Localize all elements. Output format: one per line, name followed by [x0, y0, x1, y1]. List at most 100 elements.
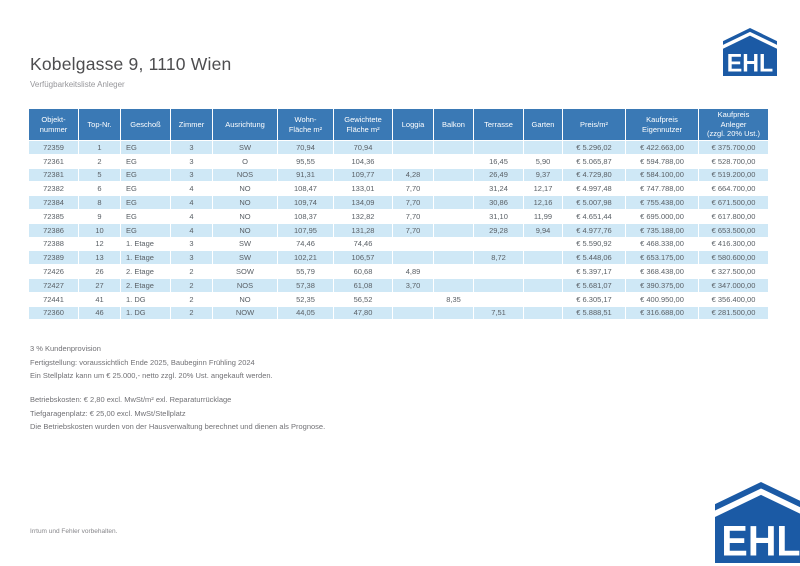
col-header-gewichtete-flaeche: Gewichtete Fläche m²: [333, 108, 393, 141]
table-cell: 131,28: [333, 222, 393, 238]
table-cell: 4,89: [392, 264, 434, 279]
table-body: 72359 1 EG 3 SW 70,94 70,94 € 5.296,02 € 422.663…: [28, 140, 769, 321]
table-cell: 108,47: [277, 181, 334, 197]
table-cell: EG: [120, 167, 171, 183]
table-cell: EG: [120, 222, 171, 238]
table-cell: SW: [212, 140, 278, 155]
table-cell: 3: [170, 140, 213, 155]
table-row: 72359 1 EG 3 SW 70,94 70,94 € 5.296,02 € 422.663…: [28, 140, 769, 155]
table-cell: 13: [78, 250, 121, 266]
table-cell: [392, 236, 434, 252]
table-cell: € 747.788,00: [625, 181, 699, 197]
table-cell: 1. Etage: [120, 250, 171, 266]
table-cell: € 5.888,51: [562, 305, 626, 321]
logo-text: EHL: [727, 50, 773, 76]
table-cell: 7,70: [392, 195, 434, 210]
table-cell: 44,05: [277, 305, 334, 321]
table-cell: [433, 195, 474, 210]
table-cell: 26: [78, 264, 121, 279]
table-cell: 2: [78, 153, 121, 169]
table-cell: [523, 250, 563, 266]
table-cell: € 664.700,00: [698, 181, 769, 197]
col-header-preis-m2: Preis/m²: [562, 108, 626, 141]
table-cell: 72359: [28, 140, 79, 155]
table-cell: 55,79: [277, 264, 334, 279]
table-cell: [523, 140, 563, 155]
table-cell: 72389: [28, 250, 79, 266]
ehl-logo-bottom-icon: EHL: [715, 482, 800, 563]
table-cell: 72361: [28, 153, 79, 169]
table-cell: 72426: [28, 264, 79, 279]
table-cell: 132,82: [333, 208, 393, 224]
table-cell: 7,70: [392, 222, 434, 238]
table-cell: [392, 153, 434, 169]
table-row: 72388 12 1. Etage 3 SW 74,46 74,46 € 5.590,92 € …: [28, 236, 769, 252]
table-row: 72426 26 2. Etage 2 SOW 55,79 60,68 4,89 € 5.397…: [28, 264, 769, 279]
table-cell: 72427: [28, 277, 79, 293]
table-cell: [392, 305, 434, 321]
table-cell: EG: [120, 181, 171, 197]
col-header-kaufpreis-eigennutzer: Kaufpreis Eigennutzer: [625, 108, 699, 141]
table-cell: 52,35: [277, 291, 334, 307]
table-cell: 107,95: [277, 222, 334, 238]
table-header: Objekt- nummer Top-Nr. Geschoß Zimmer Au…: [28, 108, 769, 141]
table-cell: € 5.448,06: [562, 250, 626, 266]
table-cell: 10: [78, 222, 121, 238]
table-cell: 72381: [28, 167, 79, 183]
table-cell: [473, 277, 524, 293]
table-cell: [473, 291, 524, 307]
table-cell: 3: [170, 250, 213, 266]
table-cell: [523, 236, 563, 252]
table-cell: [433, 153, 474, 169]
col-header-objektnummer: Objekt- nummer: [28, 108, 79, 141]
table-cell: € 584.100,00: [625, 167, 699, 183]
table-cell: € 4.651,44: [562, 208, 626, 224]
table-cell: € 695.000,00: [625, 208, 699, 224]
table-cell: 56,52: [333, 291, 393, 307]
table-cell: 1. Etage: [120, 236, 171, 252]
table-cell: 8: [78, 195, 121, 210]
table-cell: € 6.305,17: [562, 291, 626, 307]
table-row: 72381 5 EG 3 NOS 91,31 109,77 4,28 26,49 9,37 € 4.…: [28, 167, 769, 183]
note-line: Fertigstellung: voraussichtlich Ende 202…: [30, 357, 255, 367]
table-cell: € 5.590,92: [562, 236, 626, 252]
table-cell: 27: [78, 277, 121, 293]
table-cell: [473, 236, 524, 252]
availability-table: Objekt- nummer Top-Nr. Geschoß Zimmer Au…: [28, 108, 769, 321]
table-cell: 108,37: [277, 208, 334, 224]
table-row: 72389 13 1. Etage 3 SW 102,21 106,57 8,72 € 5.44…: [28, 250, 769, 266]
table-cell: 46: [78, 305, 121, 321]
ehl-logo-icon: EHL: [723, 28, 777, 76]
table-cell: 2: [170, 264, 213, 279]
table-cell: 31,24: [473, 181, 524, 197]
table-cell: € 580.600,00: [698, 250, 769, 266]
table-cell: 7,51: [473, 305, 524, 321]
table-cell: 31,10: [473, 208, 524, 224]
table-cell: [392, 250, 434, 266]
table-cell: 72382: [28, 181, 79, 197]
table-cell: 7,70: [392, 208, 434, 224]
table-cell: 30,86: [473, 195, 524, 210]
table-cell: NO: [212, 208, 278, 224]
table-cell: 12,16: [523, 195, 563, 210]
table-cell: € 368.438,00: [625, 264, 699, 279]
table-cell: NO: [212, 195, 278, 210]
note-line: Ein Stellplatz kann um € 25.000,- netto …: [30, 371, 273, 380]
table-cell: [433, 222, 474, 238]
table-cell: € 347.000,00: [698, 277, 769, 293]
table-cell: 7,70: [392, 181, 434, 197]
table-cell: € 400.950,00: [625, 291, 699, 307]
table-cell: 11,99: [523, 208, 563, 224]
table-row: 72427 27 2. Etage 2 NOS 57,38 61,08 3,70 € 5.681…: [28, 277, 769, 293]
table-cell: € 416.300,00: [698, 236, 769, 252]
table-cell: [433, 208, 474, 224]
table-cell: 70,94: [277, 140, 334, 155]
table-cell: € 281.500,00: [698, 305, 769, 321]
table-cell: 60,68: [333, 264, 393, 279]
table-row: 72382 6 EG 4 NO 108,47 133,01 7,70 31,24 12,17 € 4…: [28, 181, 769, 197]
table-cell: NOW: [212, 305, 278, 321]
table-cell: [523, 305, 563, 321]
col-header-loggia: Loggia: [392, 108, 434, 141]
table-cell: € 5.065,87: [562, 153, 626, 169]
